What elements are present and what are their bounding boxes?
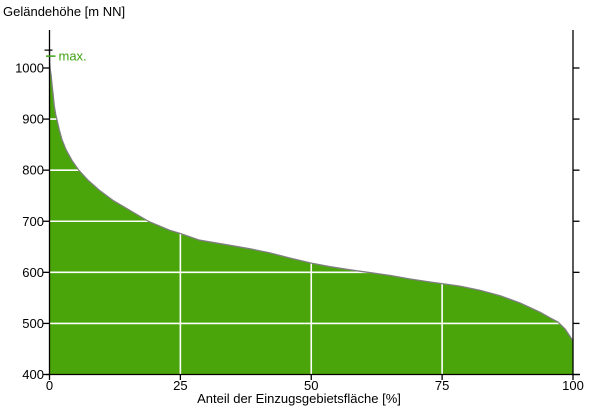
y-tick-label: 600	[22, 265, 44, 280]
curve-outline	[48, 50, 574, 342]
x-tick-label: 25	[173, 378, 187, 393]
y-tick-label: 700	[22, 214, 44, 229]
y-tick-label: 500	[22, 316, 44, 331]
y-tick-label: 900	[22, 112, 44, 127]
y-tick-label: 1000	[15, 61, 44, 76]
x-tick-label: 0	[46, 378, 53, 393]
x-tick-label: 75	[435, 378, 449, 393]
y-tick-label: 400	[22, 367, 44, 382]
y-tick-label: 800	[22, 163, 44, 178]
x-tick-label: 50	[304, 378, 318, 393]
max-annotation-label: max.	[59, 49, 87, 64]
y-axis-title: Geländehöhe [m NN]	[3, 4, 126, 19]
x-tick-label: 100	[562, 378, 584, 393]
x-axis-title: Anteil der Einzugsgebietsfläche [%]	[197, 391, 401, 406]
